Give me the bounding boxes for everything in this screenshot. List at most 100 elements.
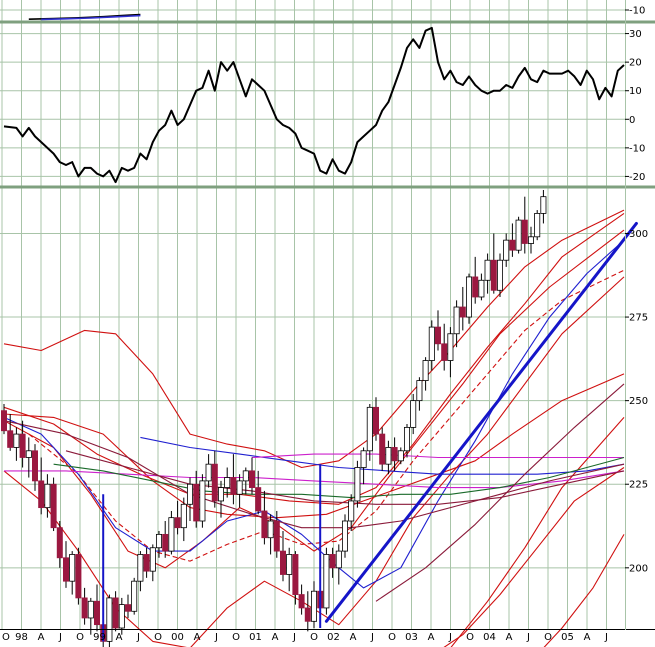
candle-body bbox=[50, 483, 57, 529]
candle-body bbox=[534, 213, 541, 238]
candle-body bbox=[63, 557, 70, 582]
candle-body bbox=[286, 554, 293, 575]
candle-body bbox=[372, 406, 379, 435]
indicator-line bbox=[4, 470, 625, 489]
x-tick-label: 99 bbox=[93, 632, 106, 643]
momentum-line bbox=[3, 26, 625, 184]
candle-body bbox=[323, 554, 330, 609]
candle-body bbox=[174, 517, 181, 529]
indicator-line bbox=[3, 229, 625, 569]
x-tick-label: 05 bbox=[561, 632, 574, 643]
candle-body bbox=[422, 360, 429, 381]
indicator-line bbox=[443, 467, 625, 647]
candle-body bbox=[125, 604, 132, 612]
y-tick-label: 300 bbox=[629, 229, 648, 240]
candle-body bbox=[236, 480, 243, 495]
candle-body bbox=[391, 447, 398, 462]
indicator-line bbox=[450, 417, 625, 647]
x-tick-label: J bbox=[58, 632, 62, 643]
indicator-line bbox=[3, 373, 625, 519]
candle-body bbox=[248, 470, 255, 488]
x-tick-label: 00 bbox=[171, 632, 184, 643]
indicator-line bbox=[251, 453, 624, 459]
x-tick-label: O bbox=[544, 632, 552, 643]
y-tick-label: 275 bbox=[629, 313, 648, 324]
candle-body bbox=[472, 276, 479, 298]
candle-body bbox=[366, 406, 373, 452]
indicator-line bbox=[543, 534, 625, 647]
candle-body bbox=[292, 554, 299, 595]
y-tick-label: 225 bbox=[629, 480, 648, 491]
x-tick-label: O bbox=[466, 632, 474, 643]
x-tick-label: A bbox=[194, 632, 201, 643]
y-tick-label: 200 bbox=[629, 563, 648, 574]
candle-body bbox=[7, 430, 14, 448]
x-tick-label: J bbox=[526, 632, 530, 643]
candle-body bbox=[379, 433, 386, 465]
x-tick-label: A bbox=[506, 632, 513, 643]
candle-body bbox=[528, 236, 535, 244]
y-tick-label: 20 bbox=[629, 58, 642, 69]
candle-body bbox=[69, 554, 76, 582]
indicator-line bbox=[65, 450, 625, 505]
x-tick-label: A bbox=[272, 632, 279, 643]
candle-body bbox=[230, 477, 237, 495]
candle-body bbox=[459, 306, 466, 318]
candle-body bbox=[348, 500, 355, 522]
x-tick-label: J bbox=[292, 632, 296, 643]
candle-body bbox=[298, 594, 305, 609]
x-tick-label: 04 bbox=[483, 632, 496, 643]
candle-body bbox=[162, 533, 169, 552]
candle-body bbox=[509, 239, 516, 251]
candle-body bbox=[242, 470, 249, 482]
candle-body bbox=[335, 550, 342, 569]
candle-body bbox=[354, 467, 361, 502]
candle-body bbox=[186, 483, 193, 505]
x-tick-label: O bbox=[310, 632, 318, 643]
y-tick-label: 250 bbox=[629, 396, 648, 407]
candle-body bbox=[453, 306, 460, 335]
candle-body bbox=[496, 259, 503, 291]
candle-body bbox=[137, 554, 144, 582]
candle-body bbox=[217, 487, 224, 502]
candle-body bbox=[205, 463, 212, 482]
indicator-line bbox=[3, 212, 625, 505]
candle-body bbox=[75, 554, 82, 599]
x-tick-label: A bbox=[116, 632, 123, 643]
candle-body bbox=[503, 239, 510, 261]
x-tick-label: J bbox=[214, 632, 218, 643]
candle-body bbox=[168, 517, 175, 552]
candle-body bbox=[131, 580, 138, 612]
momentum-oscillator-panel bbox=[3, 26, 625, 184]
x-tick-label: O bbox=[388, 632, 396, 643]
candle-body bbox=[25, 450, 32, 458]
candle-body bbox=[310, 590, 317, 622]
candle-body bbox=[224, 477, 231, 488]
y-tick-label: -10 bbox=[629, 143, 645, 154]
candle-body bbox=[32, 450, 39, 482]
candle-body bbox=[193, 483, 200, 522]
candle-body bbox=[143, 554, 150, 572]
top-oscillator-panel bbox=[28, 13, 141, 21]
candle-body bbox=[410, 400, 417, 428]
candle-body bbox=[81, 597, 88, 619]
candle-body bbox=[273, 520, 280, 552]
candle-body bbox=[106, 597, 113, 642]
candle-body bbox=[118, 604, 125, 629]
x-tick-label: A bbox=[584, 632, 591, 643]
indicator-line bbox=[375, 383, 625, 602]
x-tick-label: A bbox=[428, 632, 435, 643]
candle-body bbox=[521, 219, 528, 244]
y-tick-label: -20 bbox=[629, 172, 645, 183]
y-tick-label: 10 bbox=[629, 86, 642, 97]
candle-body bbox=[279, 550, 286, 575]
candle-body bbox=[540, 196, 547, 214]
x-tick-label: 98 bbox=[15, 632, 28, 643]
x-tick-label: 01 bbox=[249, 632, 262, 643]
x-tick-label: J bbox=[604, 632, 608, 643]
candle-body bbox=[441, 343, 448, 361]
x-tick-label: J bbox=[370, 632, 374, 643]
x-tick-label: A bbox=[350, 632, 357, 643]
